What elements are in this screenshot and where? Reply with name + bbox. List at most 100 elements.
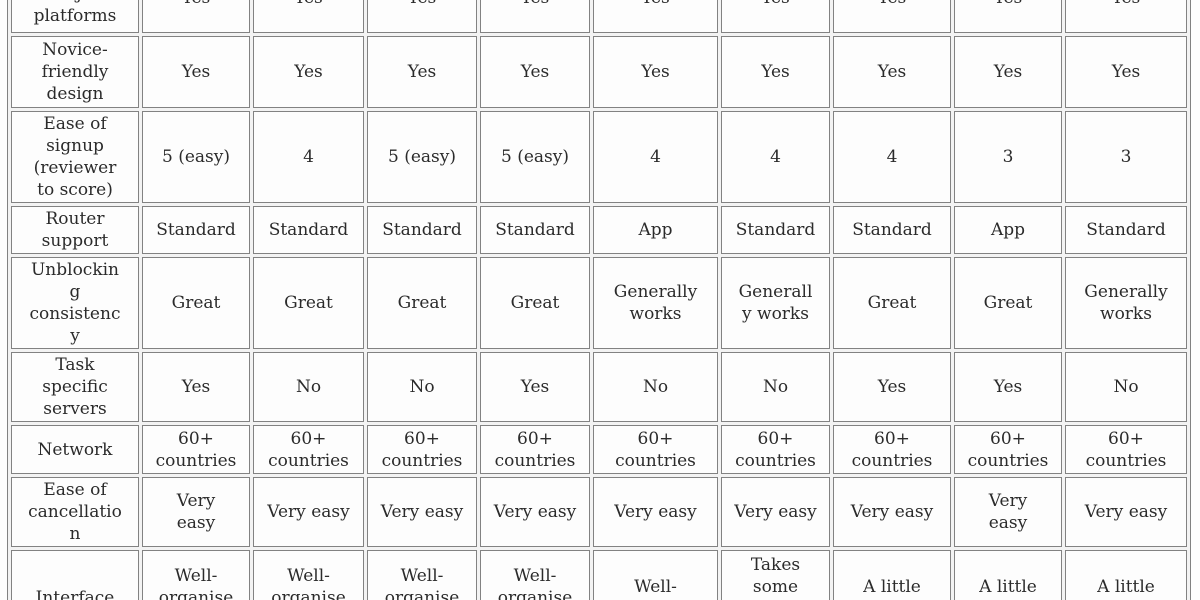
table-row: Ease of signup (reviewer to score) 5 (eas… [11, 111, 1187, 203]
value-cell: Standard [721, 206, 830, 254]
value-cell: Yes [954, 36, 1062, 108]
row-label-cell: Novice-friendly design [11, 36, 139, 108]
value-cell: 60+ countries [253, 425, 364, 474]
value-cell: Standard [1065, 206, 1187, 254]
value-cell: 60+ countries [954, 425, 1062, 474]
value-cell: Very easy [833, 477, 951, 547]
value-cell: Standard [367, 206, 477, 254]
value-cell: Well-organised [253, 550, 364, 600]
value-cell: App [954, 206, 1062, 254]
value-cell: 4 [721, 111, 830, 203]
value-cell: Generally works [1065, 257, 1187, 349]
value-cell: Yes [142, 0, 250, 33]
comparison-table-body: major platformsYesYesYesYesYesYesYesYesY… [11, 0, 1187, 600]
value-cell: Yes [142, 36, 250, 108]
value-cell: Standard [480, 206, 590, 254]
row-label-cell: Ease of signup (reviewer to score) [11, 111, 139, 203]
value-cell: Very easy [367, 477, 477, 547]
table-row: major platformsYesYesYesYesYesYesYesYesY… [11, 0, 1187, 33]
table-row: Novice-friendly design Yes Yes Yes Yes Yes Yes… [11, 36, 1187, 108]
value-cell: 60+ countries [367, 425, 477, 474]
value-cell: Well-organised [142, 550, 250, 600]
value-cell: 60+ countries [1065, 425, 1187, 474]
value-cell: Generally works [593, 257, 718, 349]
value-cell: Yes [721, 0, 830, 33]
value-cell: Standard [142, 206, 250, 254]
value-cell: Great [833, 257, 951, 349]
value-cell: 3 [954, 111, 1062, 203]
value-cell: Great [954, 257, 1062, 349]
value-cell: Yes [593, 0, 718, 33]
row-label-cell: Ease of cancellation [11, 477, 139, 547]
value-cell: No [593, 352, 718, 422]
value-cell: No [253, 352, 364, 422]
row-label-cell: Task specific servers [11, 352, 139, 422]
row-label-cell: Network [11, 425, 139, 474]
value-cell: Yes [833, 352, 951, 422]
value-cell: Yes [480, 352, 590, 422]
table-row: InterfaceWell-organisedWell-organisedWel… [11, 550, 1187, 600]
value-cell: 5 (easy) [142, 111, 250, 203]
value-cell: Very easy [954, 477, 1062, 547]
value-cell: Great [367, 257, 477, 349]
value-cell: Yes [954, 352, 1062, 422]
value-cell: 5 (easy) [367, 111, 477, 203]
value-cell: Great [253, 257, 364, 349]
value-cell: Generally works [721, 257, 830, 349]
value-cell: Yes [142, 352, 250, 422]
value-cell: A little cluttered [833, 550, 951, 600]
value-cell: Yes [954, 0, 1062, 33]
value-cell: Standard [253, 206, 364, 254]
value-cell: Yes [253, 36, 364, 108]
table-row: Ease of cancellation Very easy Very easy Ve… [11, 477, 1187, 547]
value-cell: 5 (easy) [480, 111, 590, 203]
table-row: Router support Standard Standard Standard St… [11, 206, 1187, 254]
value-cell: App [593, 206, 718, 254]
value-cell: 3 [1065, 111, 1187, 203]
table-row: Unblocking consistency Great Great Great Gre… [11, 257, 1187, 349]
value-cell: 60+ countries [833, 425, 951, 474]
value-cell: Yes [833, 36, 951, 108]
value-cell: Standard [833, 206, 951, 254]
comparison-table: major platformsYesYesYesYesYesYesYesYesY… [7, 0, 1191, 600]
value-cell: Yes [833, 0, 951, 33]
row-label-cell: Router support [11, 206, 139, 254]
value-cell: 60+ countries [480, 425, 590, 474]
value-cell: Well-organised [480, 550, 590, 600]
value-cell: Takes some getting used to [721, 550, 830, 600]
value-cell: Very easy [593, 477, 718, 547]
value-cell: Yes [721, 36, 830, 108]
value-cell: Yes [1065, 0, 1187, 33]
row-label-cell: Interface [11, 550, 139, 600]
value-cell: Very easy [1065, 477, 1187, 547]
table-row: Network 60+ countries 60+ countries 60+ cou… [11, 425, 1187, 474]
value-cell: 60+ countries [593, 425, 718, 474]
row-label-cell: major platforms [11, 0, 139, 33]
value-cell: Well-organised [367, 550, 477, 600]
table-row: Task specific servers Yes No No Yes No No Yes Ye… [11, 352, 1187, 422]
value-cell: Well-organised [593, 550, 718, 600]
value-cell: Very easy [142, 477, 250, 547]
value-cell: Yes [367, 0, 477, 33]
value-cell: Great [142, 257, 250, 349]
value-cell: Yes [593, 36, 718, 108]
value-cell: 4 [833, 111, 951, 203]
value-cell: 4 [253, 111, 364, 203]
value-cell: Very easy [480, 477, 590, 547]
value-cell: Very easy [721, 477, 830, 547]
value-cell: Yes [480, 36, 590, 108]
value-cell: 60+ countries [721, 425, 830, 474]
value-cell: Great [480, 257, 590, 349]
value-cell: Yes [253, 0, 364, 33]
row-label-cell: Unblocking consistency [11, 257, 139, 349]
value-cell: A little cluttered [954, 550, 1062, 600]
value-cell: No [367, 352, 477, 422]
value-cell: 4 [593, 111, 718, 203]
value-cell: A little cluttered [1065, 550, 1187, 600]
value-cell: No [1065, 352, 1187, 422]
value-cell: 60+ countries [142, 425, 250, 474]
value-cell: Very easy [253, 477, 364, 547]
value-cell: No [721, 352, 830, 422]
value-cell: Yes [480, 0, 590, 33]
